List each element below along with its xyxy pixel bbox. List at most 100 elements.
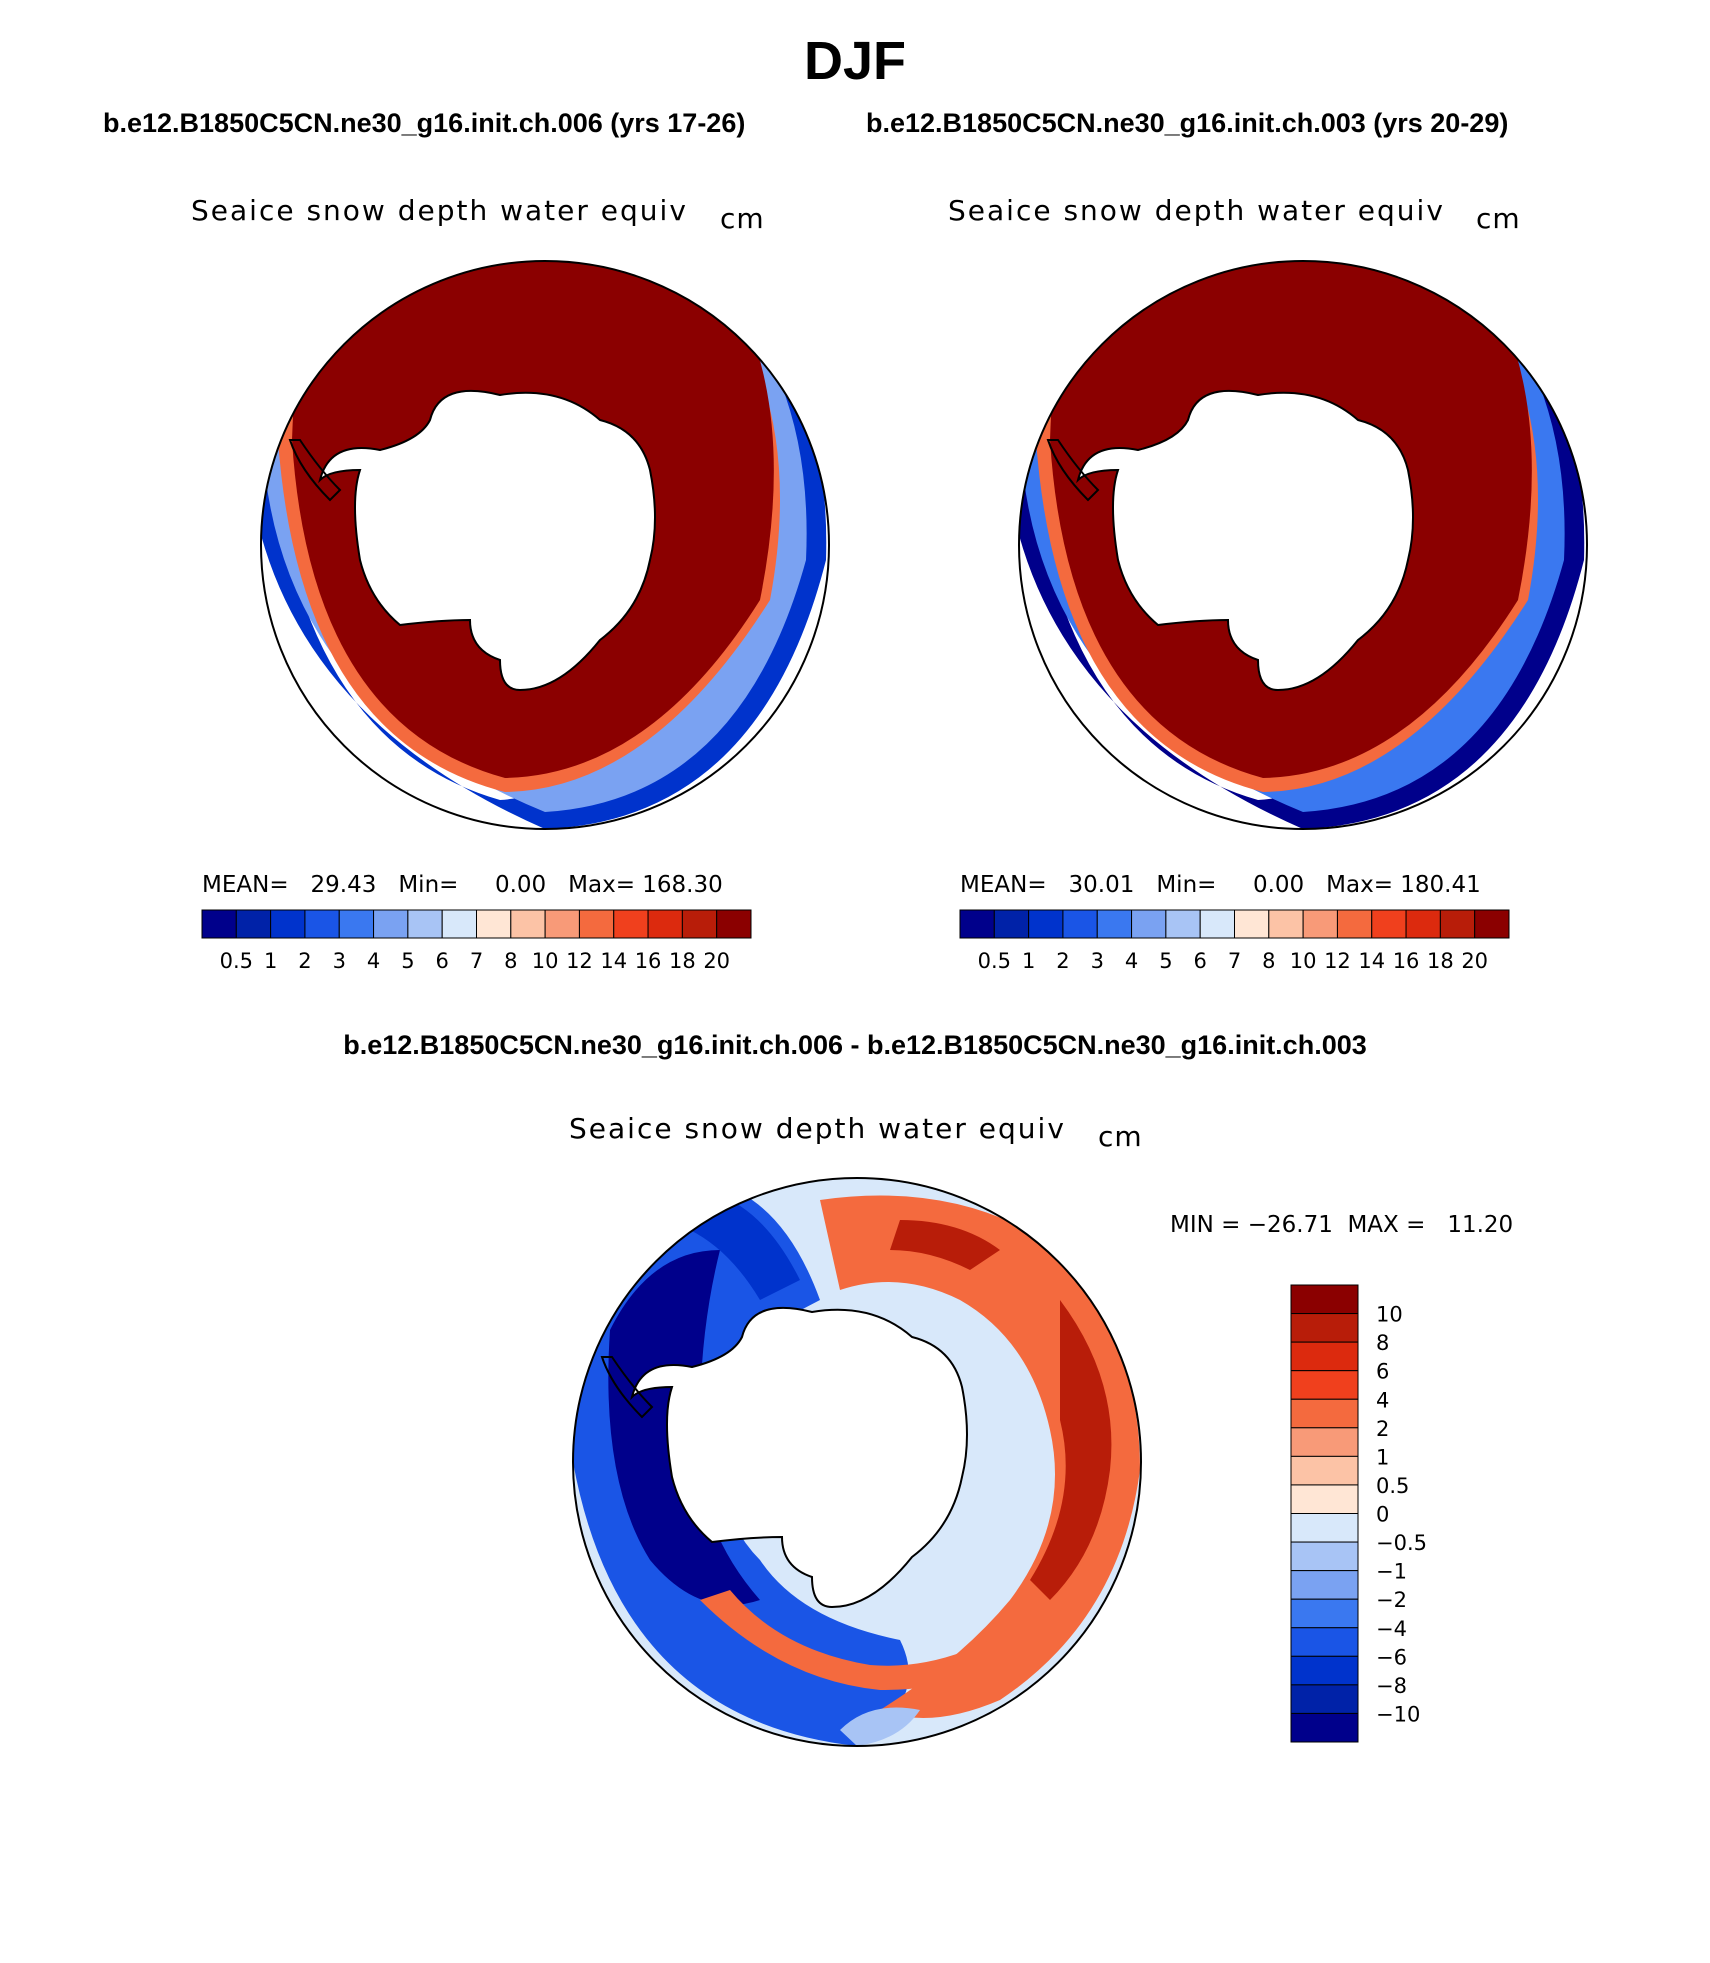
diff-colorbar-tick: −0.5 [1376,1531,1427,1555]
diff-colorbar-tick: 10 [1376,1303,1403,1327]
right-colorbar-box [959,909,995,939]
left-colorbar-box [716,909,752,939]
right-colorbar-tick: 14 [1358,949,1385,973]
right-colorbar-box [1096,909,1133,939]
right-colorbar-tick: 7 [1228,949,1241,973]
diff-colorbar-tick: −1 [1376,1560,1407,1584]
right-colorbar-box [1405,909,1441,939]
case-left-title: b.e12.B1850C5CN.ne30_g16.init.ch.006 (yr… [103,108,746,138]
diff-colorbar-box [1290,1455,1359,1486]
diff-colorbar-box [1290,1541,1359,1572]
diff-colorbar-box [1290,1655,1359,1686]
right-map [1019,261,1587,829]
left-colorbar-tick: 4 [367,949,380,973]
left-colorbar-box [235,909,272,939]
right-colorbar-box [1131,909,1167,939]
right-colorbar-tick: 1 [1022,949,1035,973]
diff-colorbar-box [1290,1427,1359,1457]
left-colorbar-tick: 16 [635,949,662,973]
left-colorbar-box [338,909,375,939]
left-colorbar-tick: 8 [504,949,517,973]
right-colorbar-tick: 16 [1393,949,1420,973]
diff-colorbar-tick: 8 [1376,1331,1389,1355]
left-colorbar-tick: 7 [470,949,483,973]
diff-antarctica [630,1306,968,1609]
difference-title: b.e12.B1850C5CN.ne30_g16.init.ch.006 - b… [343,1030,1367,1060]
left-colorbar-tick: 14 [600,949,627,973]
left-colorbar-tick: 12 [566,949,593,973]
right-stats: MEAN= 30.01 Min= 0.00 Max= 180.41 [960,872,1481,898]
right-colorbar-box [1474,909,1510,939]
left-colorbar-box [270,909,306,939]
right-colorbar-box [1199,909,1235,939]
diff-colorbar-box [1290,1284,1359,1315]
left-colorbar-tick: 10 [532,949,559,973]
right-colorbar-tick: 0.5 [978,949,1011,973]
left-colorbar-box [476,909,512,939]
diff-units-label: cm [1098,1120,1143,1153]
right-colorbar-tick: 3 [1091,949,1104,973]
right-colorbar-tick: 8 [1262,949,1275,973]
right-colorbar-tick: 10 [1290,949,1317,973]
case-right-title: b.e12.B1850C5CN.ne30_g16.init.ch.003 (yr… [866,108,1509,138]
left-colorbar-tick: 20 [703,949,730,973]
left-colorbar-tick: 3 [333,949,346,973]
diff-colorbar-box [1290,1513,1359,1543]
right-antarctica [1076,389,1414,692]
right-colorbar-box [1062,909,1098,939]
diff-colorbar-tick: −10 [1376,1702,1420,1726]
figure-season-title: DJF [803,31,906,91]
diff-colorbar-tick: 0 [1376,1503,1389,1527]
left-colorbar-tick: 6 [436,949,449,973]
right-colorbar-box [1028,909,1064,939]
diff-colorbar-tick: 6 [1376,1360,1389,1384]
left-colorbar-tick: 1 [264,949,277,973]
diff-colorbar-box [1290,1712,1359,1743]
right-colorbar-tick: 4 [1125,949,1138,973]
left-colorbar-box [681,909,718,939]
left-colorbar-box [613,909,649,939]
left-colorbar-tick: 5 [401,949,414,973]
right-colorbar-tick: 12 [1324,949,1351,973]
left-colorbar-box [441,909,477,939]
diff-colorbar-box [1290,1341,1359,1372]
right-variable-label: Seaice snow depth water equiv [948,194,1445,227]
right-colorbar-box [1371,909,1407,939]
diff-colorbar-tick: 2 [1376,1417,1389,1441]
left-colorbar-box [407,909,443,939]
diff-colorbar-box [1290,1398,1359,1429]
diff-variable-label: Seaice snow depth water equiv [569,1112,1066,1145]
right-colorbar-box [1336,909,1373,939]
right-colorbar-box [1165,909,1201,939]
diff-colorbar-box [1290,1370,1359,1400]
left-colorbar-box [544,909,580,939]
left-colorbar-box [510,909,546,939]
left-map [261,261,829,829]
right-colorbar-box [1234,909,1270,939]
diff-colorbar-box [1290,1627,1359,1657]
left-colorbar-tick: 0.5 [220,949,253,973]
diff-colorbar-box [1290,1484,1359,1514]
left-antarctica [318,389,656,692]
right-colorbar-box [993,909,1030,939]
right-colorbar-tick: 6 [1194,949,1207,973]
left-colorbar-box [201,909,237,939]
right-colorbar-tick: 2 [1056,949,1069,973]
right-colorbar-box [1302,909,1338,939]
right-colorbar-tick: 5 [1159,949,1172,973]
left-colorbar-tick: 18 [669,949,696,973]
diff-colorbar-tick: −6 [1376,1645,1407,1669]
diff-colorbar-tick: 4 [1376,1388,1389,1412]
left-colorbar-box [578,909,615,939]
left-colorbar-box [373,909,409,939]
right-colorbar-tick: 18 [1427,949,1454,973]
diff-colorbar-box [1290,1313,1359,1343]
left-units-label: cm [720,202,765,235]
diff-colorbar-tick: −4 [1376,1617,1407,1641]
left-variable-label: Seaice snow depth water equiv [191,194,688,227]
diff-minmax-label: MIN = −26.71 MAX = 11.20 [1170,1212,1514,1238]
diff-colorbar-tick: −8 [1376,1674,1407,1698]
left-colorbar-tick: 2 [298,949,311,973]
left-colorbar-box [647,909,683,939]
